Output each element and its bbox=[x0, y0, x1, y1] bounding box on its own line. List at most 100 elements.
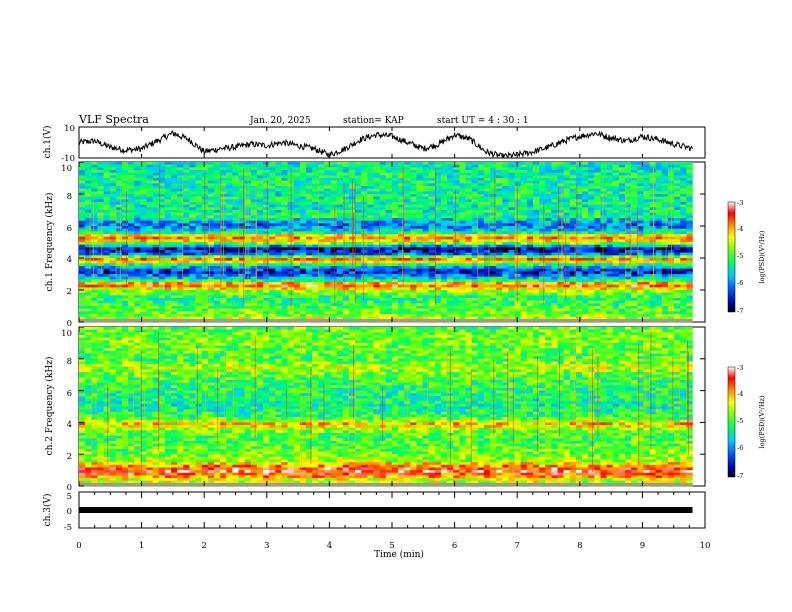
spectrogram-cell bbox=[250, 255, 258, 259]
spectrogram-cell bbox=[177, 260, 184, 264]
spectrogram-cell bbox=[373, 170, 380, 173]
spectrogram-cell bbox=[269, 162, 276, 165]
spectrogram-cell bbox=[618, 279, 626, 283]
spectrogram-cell bbox=[526, 279, 534, 283]
spectrogram-cell bbox=[85, 226, 92, 229]
spectrogram-cell bbox=[569, 220, 577, 224]
spectrogram-cell bbox=[183, 287, 190, 291]
spectrogram-cell bbox=[379, 274, 387, 277]
spectrogram-cell bbox=[618, 183, 626, 187]
spectrogram-cell bbox=[355, 276, 362, 280]
spectrogram-cell bbox=[109, 226, 117, 229]
spectrogram-cell bbox=[171, 202, 178, 205]
spectrogram-cell bbox=[312, 236, 319, 240]
spectrogram-cell bbox=[385, 244, 393, 248]
spectrogram-cell bbox=[293, 186, 301, 189]
spectrogram-cell bbox=[195, 282, 202, 285]
spectrogram-cell bbox=[410, 220, 417, 224]
spectrogram-cell bbox=[434, 218, 442, 221]
spectrogram-cell bbox=[109, 194, 117, 197]
spectrogram-cell bbox=[263, 234, 270, 237]
spectrogram-cell bbox=[416, 228, 423, 232]
spectrogram-cell bbox=[85, 164, 92, 168]
spectrogram-cell bbox=[625, 220, 632, 224]
spectrogram-cell bbox=[324, 274, 331, 277]
spectrogram-cell bbox=[361, 244, 368, 248]
spectrogram-cell bbox=[453, 202, 460, 205]
spectrogram-cell bbox=[250, 188, 258, 192]
spectrogram-cell bbox=[625, 287, 632, 291]
spectrogram-cell bbox=[379, 167, 387, 171]
spectrogram-cell bbox=[520, 215, 528, 219]
spectrogram-cell bbox=[428, 279, 436, 283]
spectrogram-cell bbox=[483, 271, 491, 275]
spectrogram-cell bbox=[667, 266, 675, 269]
spectrogram-cell bbox=[115, 274, 123, 277]
spectrogram-cell bbox=[213, 279, 221, 283]
spectrogram-cell bbox=[379, 199, 387, 203]
spectrogram-cell bbox=[342, 196, 350, 200]
spectrogram-cell bbox=[195, 186, 202, 189]
spectrogram-cell bbox=[410, 274, 417, 277]
spectrogram-cell bbox=[674, 196, 681, 200]
spectrogram-cell bbox=[612, 255, 620, 259]
spectrogram-cell bbox=[490, 255, 497, 259]
spectrogram-cell bbox=[330, 212, 337, 216]
spectrogram-cell bbox=[312, 226, 319, 229]
spectrogram-cell bbox=[213, 260, 221, 264]
spectrogram-cell bbox=[146, 290, 153, 293]
spectrogram-cell bbox=[637, 164, 644, 168]
spectrogram-cell bbox=[428, 247, 436, 251]
spectrogram-cell bbox=[158, 268, 166, 272]
spectrogram-cell bbox=[680, 250, 687, 253]
spectrogram-cell bbox=[661, 202, 669, 205]
spectrogram-cell bbox=[483, 255, 491, 259]
spectrogram-cell bbox=[459, 282, 466, 285]
spectrogram-cell bbox=[103, 284, 110, 288]
spectrogram-cell bbox=[520, 260, 528, 264]
spectrogram-cell bbox=[428, 242, 436, 245]
spectrogram-cell bbox=[680, 188, 687, 192]
spectrogram-cell bbox=[600, 202, 607, 205]
spectrogram-cell bbox=[637, 207, 644, 211]
spectrogram-cell bbox=[379, 255, 387, 259]
spectrogram-cell bbox=[256, 207, 264, 211]
spectrogram-cell bbox=[379, 282, 387, 285]
spectrogram-cell bbox=[91, 268, 98, 272]
spectrogram-cell bbox=[428, 271, 436, 275]
spectrogram-cell bbox=[526, 266, 534, 269]
spectrogram-cell bbox=[324, 194, 331, 197]
spectrogram-cell bbox=[189, 162, 196, 165]
spectrogram-cell bbox=[404, 218, 411, 221]
spectrogram-cell bbox=[434, 188, 442, 192]
spectrogram-cell bbox=[612, 218, 620, 221]
spectrogram-cell bbox=[674, 207, 681, 211]
spectrogram-cell bbox=[575, 263, 583, 267]
spectrogram-cell bbox=[324, 215, 331, 219]
spectrogram-cell bbox=[128, 268, 135, 272]
spectrogram-cell bbox=[79, 223, 86, 227]
spectrogram-cell bbox=[121, 268, 129, 272]
spectrogram-cell bbox=[152, 290, 160, 293]
spectrogram-cell bbox=[539, 258, 546, 261]
spectrogram-cell bbox=[477, 231, 485, 235]
spectrogram-cell bbox=[643, 175, 650, 179]
spectrogram-cell bbox=[293, 180, 301, 184]
spectrogram-cell bbox=[79, 202, 86, 205]
spectrogram-cell bbox=[637, 202, 644, 205]
spectrogram-cell bbox=[569, 247, 577, 251]
spectrogram-cell bbox=[256, 167, 264, 171]
spectrogram-cell bbox=[140, 279, 147, 283]
spectrogram-cell bbox=[256, 268, 264, 272]
spectrogram-cell bbox=[330, 172, 337, 176]
spectrogram-cell bbox=[447, 164, 454, 168]
spectrogram-cell bbox=[281, 239, 288, 243]
spectrogram-cell bbox=[391, 274, 399, 277]
spectrogram-cell bbox=[582, 191, 589, 195]
spectrogram-cell bbox=[355, 164, 362, 168]
spectrogram-cell bbox=[496, 234, 503, 237]
spectrogram-cell bbox=[575, 223, 583, 227]
spectrogram-cell bbox=[600, 268, 607, 272]
spectrogram-cell bbox=[342, 276, 350, 280]
spectrogram-cell bbox=[207, 215, 215, 219]
